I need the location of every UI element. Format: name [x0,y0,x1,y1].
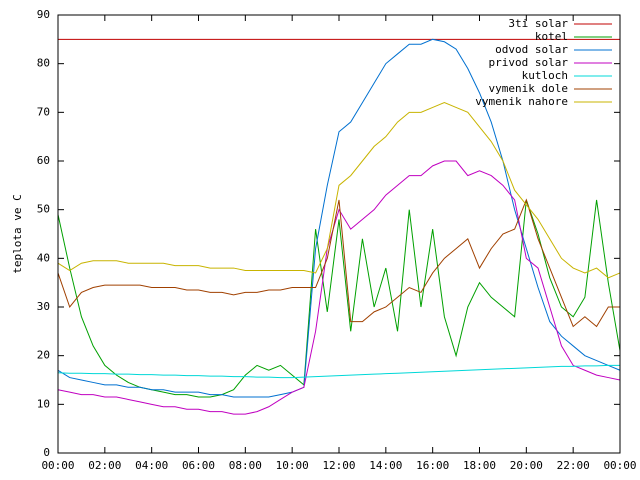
y-tick-label: 0 [43,446,50,459]
x-tick-label: 00:00 [603,459,636,472]
x-tick-label: 08:00 [229,459,262,472]
series-line [57,160,621,415]
y-tick-label: 80 [37,57,50,70]
x-tick-label: 22:00 [557,459,590,472]
x-tick-label: 20:00 [510,459,543,472]
series-line [57,38,621,398]
y-tick-label: 60 [37,154,50,167]
x-tick-label: 18:00 [463,459,496,472]
y-tick-label: 90 [37,8,50,21]
y-tick-label: 40 [37,251,50,264]
x-tick-label: 02:00 [88,459,121,472]
legend-label: kotel [535,30,568,43]
x-tick-label: 04:00 [135,459,168,472]
series-line [57,198,620,328]
plot-frame [57,14,621,454]
x-tick-label: 10:00 [276,459,309,472]
legend-label: vymenik nahore [475,95,568,108]
legend-label: vymenik dole [489,82,568,95]
legend-label: 3ti solar [508,17,568,30]
x-tick-label: 12:00 [322,459,355,472]
x-tick-label: 16:00 [416,459,449,472]
y-tick-label: 70 [37,105,50,118]
series-line [57,364,620,379]
legend-label: odvod solar [495,43,568,56]
x-tick-label: 14:00 [369,459,402,472]
series-line [57,102,621,279]
y-axis-label: teplota ve C [11,194,24,273]
legend-label: kutloch [522,69,568,82]
y-tick-label: 10 [37,397,50,410]
y-tick-label: 30 [37,300,50,313]
legend-label: privod solar [489,56,569,69]
y-tick-label: 20 [37,349,50,362]
x-tick-label: 00:00 [41,459,74,472]
x-tick-label: 06:00 [182,459,215,472]
y-tick-label: 50 [37,203,50,216]
